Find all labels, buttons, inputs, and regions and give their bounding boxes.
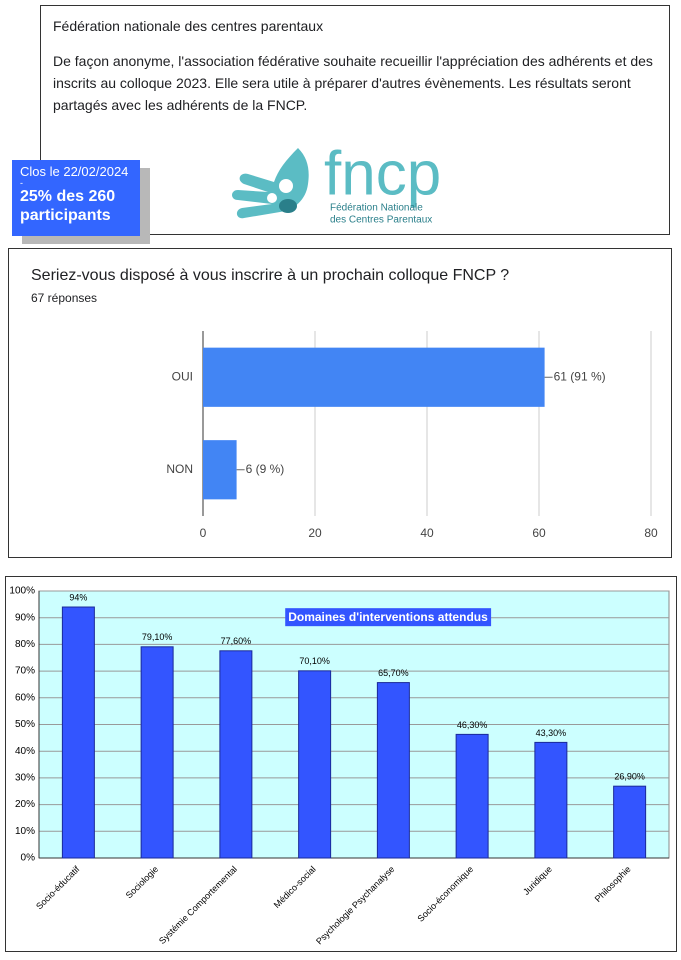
bar — [455, 733, 489, 859]
bar — [203, 440, 237, 500]
bar — [203, 347, 545, 407]
hand-shape — [232, 148, 309, 219]
badge-date: Clos le 22/02/2024 — [20, 164, 129, 179]
y-tick-label: 50% — [15, 719, 35, 730]
bar — [140, 646, 174, 859]
x-tick-label: Sociologie — [124, 864, 160, 900]
figure-head — [267, 193, 277, 203]
logo-line: Fédération Nationale — [330, 203, 423, 214]
value-label: 26,90% — [614, 772, 645, 782]
y-tick-label: NON — [166, 462, 193, 476]
value-label: 6 (9 %) — [246, 462, 285, 476]
logo-line: des Centres Parentaux — [330, 215, 432, 226]
badge-dash: - — [20, 178, 23, 188]
x-tick-label: Socio-éducatif — [34, 864, 82, 912]
value-label: 43,30% — [536, 728, 567, 738]
y-tick-label: 0% — [21, 853, 36, 864]
header-text: De façon anonyme, l'association fédérati… — [53, 53, 653, 113]
y-tick-label: 90% — [15, 612, 35, 623]
bar — [61, 606, 95, 859]
y-tick-label: OUI — [172, 369, 193, 383]
chart: 0% 10% 20% 30% 40% 50% 60% 70% 80% 90% 100% 94% Soci… — [5, 576, 677, 952]
bar — [376, 682, 410, 859]
logo-name: fncp — [324, 140, 441, 208]
y-tick-label: 100% — [9, 586, 35, 597]
value-label: 79,10% — [142, 632, 173, 642]
header-box: Fédération nationale des centres parenta… — [40, 5, 670, 235]
x-tick-label: Socio-économique — [415, 864, 475, 924]
x-tick-label: 20 — [308, 526, 322, 540]
value-label: 70,10% — [299, 656, 330, 666]
y-tick-label: 80% — [15, 639, 35, 650]
chart-title: Domaines d'interventions attendus — [288, 610, 488, 624]
y-tick-label: 70% — [15, 666, 35, 677]
value-label: 65,70% — [378, 668, 409, 678]
x-tick-label: 0 — [200, 526, 207, 540]
bar — [219, 650, 253, 859]
x-tick-label: Philosophie — [593, 864, 633, 904]
logo: fncp Fédération Nationale des Centres Pa… — [232, 140, 441, 226]
bar — [534, 741, 568, 859]
value-label: 77,60% — [221, 636, 252, 646]
x-tick-label: 80 — [644, 526, 658, 540]
figure-body — [279, 199, 297, 213]
logo-hand — [232, 148, 309, 219]
badge: Clos le 22/02/2024 - 25% des 260 partici… — [12, 160, 140, 236]
badge-stat: 25% des 260 participants — [20, 188, 116, 224]
chart-title: Seriez-vous disposé à vous inscrire à un… — [31, 267, 509, 284]
y-tick-label: 40% — [15, 746, 35, 757]
x-tick-label: Psychologie Psychanalyse — [314, 864, 396, 946]
y-tick-label: 30% — [15, 773, 35, 784]
figure-head — [279, 179, 293, 193]
bar — [613, 785, 647, 859]
y-tick-label: 60% — [15, 692, 35, 703]
x-tick-label: Médico-social — [272, 864, 318, 910]
chart: Seriez-vous disposé à vous inscrire à un… — [8, 248, 672, 558]
value-label: 46,30% — [457, 720, 488, 730]
title-background — [285, 608, 492, 627]
bar — [298, 670, 332, 859]
x-tick-label: Systémie Comportemental — [157, 864, 239, 946]
x-tick-label: Juridique — [521, 864, 554, 897]
header-title: Fédération nationale des centres parenta… — [53, 18, 324, 34]
chart-subtitle: 67 réponses — [31, 291, 97, 305]
y-tick-label: 10% — [15, 826, 35, 837]
x-tick-label: 60 — [532, 526, 546, 540]
x-tick-label: 40 — [420, 526, 434, 540]
value-label: 61 (91 %) — [554, 369, 606, 383]
value-label: 94% — [69, 592, 87, 602]
y-tick-label: 20% — [15, 799, 35, 810]
